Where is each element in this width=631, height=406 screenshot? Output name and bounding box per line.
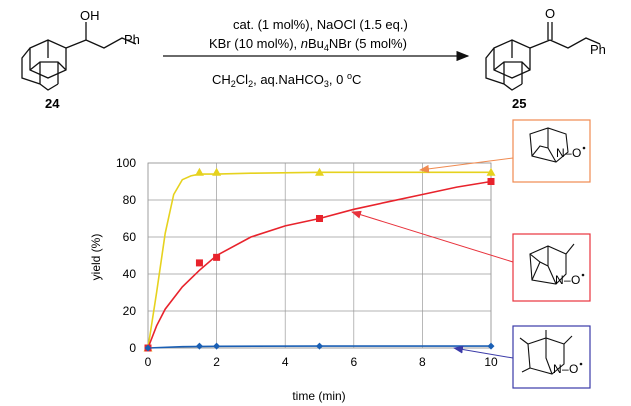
product-structure bbox=[485, 22, 601, 91]
conditions-line-2: KBr (10 mol%), nBu4NBr (5 mol%) bbox=[209, 36, 407, 53]
product-label: 25 bbox=[512, 96, 526, 111]
blue-radical-dot bbox=[579, 362, 583, 366]
yield-chart: 0 20 40 60 80 100 0 2 4 6 8 10 yield (%) time (min… bbox=[89, 156, 498, 403]
data-markers bbox=[143, 167, 496, 352]
blue-oxygen: O bbox=[569, 362, 578, 376]
red-pointer-arrow bbox=[351, 210, 514, 263]
catalyst-box-orange: N – O bbox=[512, 119, 591, 183]
reactant-phenyl: Ph bbox=[124, 32, 140, 47]
data-point-diamond bbox=[195, 342, 203, 350]
blue-nitrogen: N bbox=[553, 362, 562, 376]
y-tick-labels: 0 20 40 60 80 100 bbox=[116, 156, 136, 355]
data-point-square bbox=[213, 253, 221, 261]
y-tick-label: 60 bbox=[123, 230, 137, 244]
orange-radical-dot bbox=[582, 146, 586, 150]
reactant-label: 24 bbox=[45, 96, 60, 111]
catalyst-box-blue: N – O bbox=[512, 325, 591, 389]
reactant-structure bbox=[21, 22, 137, 91]
x-tick-label: 6 bbox=[350, 355, 357, 369]
x-tick-label: 8 bbox=[419, 355, 426, 369]
product-phenyl: Ph bbox=[590, 42, 606, 57]
y-tick-label: 100 bbox=[116, 156, 136, 170]
x-tick-label: 10 bbox=[484, 355, 498, 369]
y-tick-label: 0 bbox=[129, 341, 136, 355]
y-tick-label: 20 bbox=[123, 304, 137, 318]
data-point-diamond bbox=[316, 342, 323, 350]
fit-curve-0 bbox=[147, 171, 491, 349]
orange-pointer-arrow bbox=[419, 157, 514, 173]
red-oxygen: O bbox=[571, 273, 580, 287]
data-point-triangle bbox=[486, 167, 496, 176]
x-axis-label: time (min) bbox=[292, 389, 345, 403]
reactant-hydroxyl: OH bbox=[80, 8, 100, 23]
y-tick-label: 80 bbox=[123, 193, 137, 207]
y-axis-label: yield (%) bbox=[89, 234, 103, 281]
data-point-square bbox=[195, 259, 203, 267]
conditions-line-3: CH2Cl2, aq.NaHCO3, 0 oC bbox=[212, 71, 361, 89]
x-tick-label: 4 bbox=[282, 355, 289, 369]
conditions-line-1: cat. (1 mol%), NaOCl (1.5 eq.) bbox=[233, 17, 408, 32]
data-point-triangle bbox=[212, 167, 222, 176]
blue-bond: – bbox=[562, 362, 569, 376]
x-tick-labels: 0 2 4 6 8 10 bbox=[145, 355, 498, 369]
data-point-square bbox=[316, 215, 323, 222]
y-tick-label: 40 bbox=[123, 267, 137, 281]
data-point-triangle bbox=[315, 167, 324, 176]
red-radical-dot bbox=[581, 273, 585, 277]
data-point-triangle bbox=[194, 167, 204, 176]
orange-oxygen: O bbox=[572, 146, 581, 160]
product-carbonyl-oxygen: O bbox=[545, 6, 555, 21]
fit-curve-1 bbox=[147, 180, 492, 349]
orange-bond: – bbox=[565, 146, 572, 160]
blue-pointer-arrow bbox=[453, 345, 514, 359]
red-nitrogen: N bbox=[555, 273, 564, 287]
x-tick-label: 0 bbox=[145, 355, 152, 369]
orange-nitrogen: N bbox=[556, 146, 565, 160]
data-point-diamond bbox=[144, 344, 152, 352]
data-point-square bbox=[487, 178, 495, 185]
x-tick-label: 2 bbox=[213, 355, 220, 369]
reaction-scheme: OH Ph 24 cat. (1 mol%), NaOCl (1.5 eq.) … bbox=[21, 6, 606, 111]
data-point-diamond bbox=[213, 342, 221, 350]
catalyst-box-red: N – O bbox=[512, 233, 591, 302]
data-point-diamond bbox=[487, 342, 495, 350]
red-bond: – bbox=[564, 273, 571, 287]
